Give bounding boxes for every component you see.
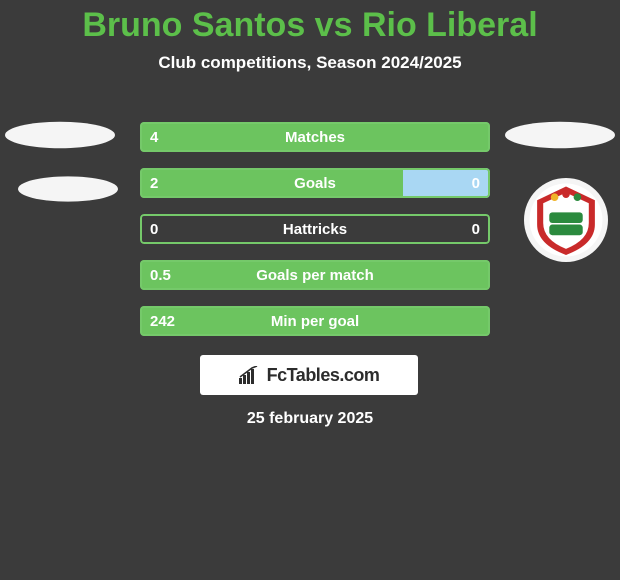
stat-row: 20Goals bbox=[140, 168, 490, 198]
page-subtitle: Club competitions, Season 2024/2025 bbox=[0, 53, 620, 73]
stat-row: 00Hattricks bbox=[140, 214, 490, 244]
stat-label: Min per goal bbox=[140, 306, 490, 336]
footer-date: 25 february 2025 bbox=[0, 410, 620, 428]
page-title: Bruno Santos vs Rio Liberal bbox=[0, 0, 620, 45]
club-badge-right bbox=[524, 178, 608, 262]
stat-label: Goals bbox=[140, 168, 490, 198]
club-crest-icon bbox=[528, 182, 604, 258]
stat-label: Goals per match bbox=[140, 260, 490, 290]
comparison-bars: 4Matches 20Goals 00Hattricks 0.5Goals per m… bbox=[140, 122, 490, 352]
stat-label: Hattricks bbox=[140, 214, 490, 244]
stat-row: 242Min per goal bbox=[140, 306, 490, 336]
player-avatar-right bbox=[505, 122, 615, 148]
club-badge-left bbox=[18, 176, 118, 201]
comparison-container: Bruno Santos vs Rio Liberal Club competi… bbox=[0, 0, 620, 580]
brand-text: FcTables.com bbox=[267, 365, 380, 386]
brand-badge[interactable]: FcTables.com bbox=[200, 355, 418, 395]
stat-row: 4Matches bbox=[140, 122, 490, 152]
chart-icon bbox=[239, 366, 261, 384]
stat-row: 0.5Goals per match bbox=[140, 260, 490, 290]
stat-label: Matches bbox=[140, 122, 490, 152]
player-avatar-left bbox=[5, 122, 115, 148]
